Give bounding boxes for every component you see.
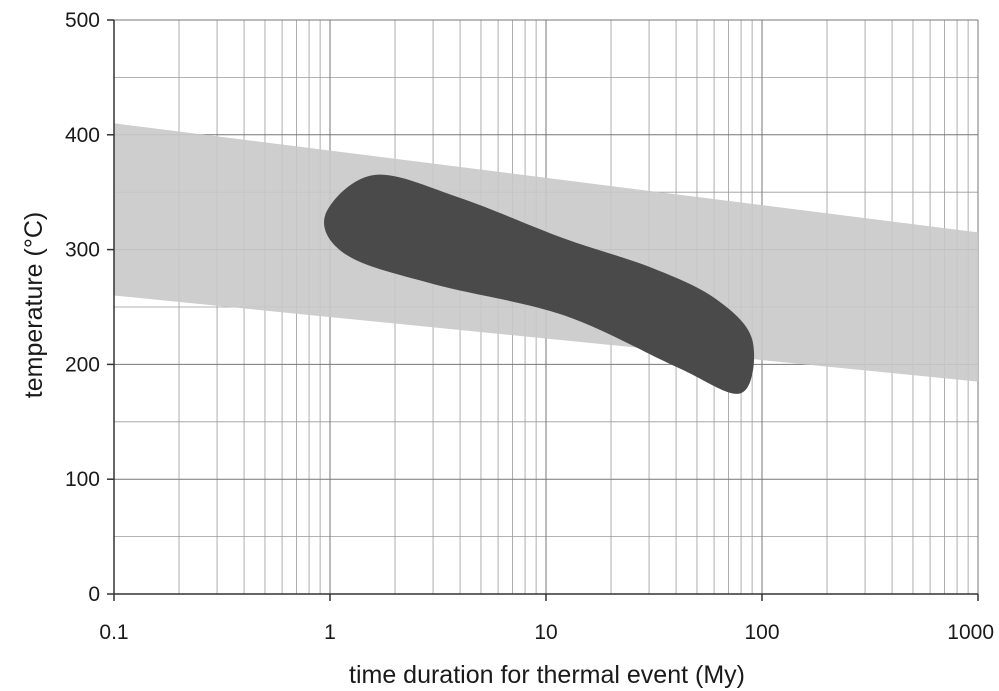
data-region-blob bbox=[324, 174, 755, 394]
x-tick-label: 0.1 bbox=[99, 621, 128, 644]
y-tick-label: 200 bbox=[65, 353, 100, 376]
y-tick-label: 500 bbox=[65, 9, 100, 32]
x-tick-label: 100 bbox=[744, 621, 779, 644]
y-tick-label: 0 bbox=[88, 583, 100, 606]
y-tick-labels: 0 100 200 300 400 500 bbox=[65, 9, 100, 606]
x-tick-labels: 0.1 1 10 100 1000 bbox=[99, 621, 994, 644]
axes bbox=[107, 19, 979, 601]
x-tick-label: 1000 bbox=[947, 621, 994, 644]
y-tick-label: 100 bbox=[65, 468, 100, 491]
x-tick-label: 10 bbox=[534, 621, 557, 644]
x-axis-label: time duration for thermal event (My) bbox=[349, 661, 745, 689]
y-tick-label: 300 bbox=[65, 239, 100, 262]
y-tick-label: 400 bbox=[65, 124, 100, 147]
y-axis-label: temperature (°C) bbox=[20, 212, 48, 398]
x-tick-label: 1 bbox=[324, 621, 336, 644]
